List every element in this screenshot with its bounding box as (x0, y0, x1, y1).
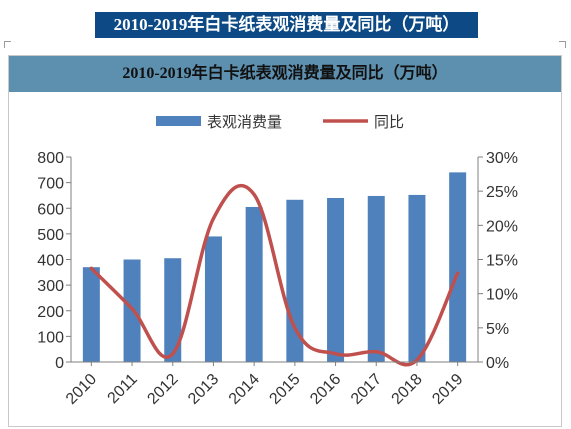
left-tick-label: 800 (37, 150, 64, 167)
x-tick-label: 2018 (389, 371, 426, 408)
left-tick-label: 700 (37, 176, 64, 193)
left-tick-label: 100 (37, 329, 64, 346)
x-tick-label: 2014 (226, 371, 263, 408)
legend: 表观消费量 同比 (156, 113, 404, 131)
x-tick-label: 2011 (105, 371, 141, 407)
yoy-line (89, 183, 460, 367)
right-tick-label: 10% (486, 287, 518, 304)
chart-card: 2010-2019年白卡纸表观消费量及同比（万吨） (8, 55, 562, 427)
yoy-point-2010 (89, 266, 93, 270)
yoy-point-2018 (415, 358, 419, 362)
right-tick-label: 25% (486, 184, 518, 201)
yoy-point-2015 (293, 326, 297, 330)
x-tick-label: 2016 (307, 371, 344, 408)
bar-2013 (204, 236, 222, 362)
left-tick-label: 500 (37, 227, 64, 244)
bar-2016 (327, 198, 345, 362)
left-axis: 0 100 200 300 400 500 600 700 800 (37, 150, 72, 372)
right-tick-label: 5% (486, 321, 509, 338)
bar-2014 (245, 206, 263, 362)
chart-title: 2010-2019年白卡纸表观消费量及同比（万吨） (9, 56, 561, 92)
left-tick-label: 400 (37, 253, 64, 270)
right-axis: 0% 5% 10% 15% 20% 25% 30% (477, 150, 518, 372)
bar-2012 (164, 258, 182, 362)
bar-2010 (82, 267, 100, 362)
legend-bar-swatch (156, 116, 201, 126)
yoy-point-2012 (171, 352, 175, 356)
yoy-point-2013 (211, 216, 216, 221)
frame-corner-left (4, 41, 11, 48)
x-tick-label: 2019 (429, 371, 466, 408)
yoy-point-2011 (130, 307, 134, 311)
bar-series (82, 172, 467, 362)
x-tick-label: 2015 (266, 371, 303, 408)
right-tick-label: 0% (486, 355, 509, 372)
left-tick-label: 600 (37, 201, 64, 218)
x-tick-label: 2017 (348, 371, 385, 408)
bar-2019 (449, 172, 467, 362)
right-tick-label: 20% (486, 218, 518, 235)
bar-2018 (408, 194, 426, 362)
legend-line-label: 同比 (374, 113, 404, 131)
line-series (89, 183, 460, 367)
x-tick-label: 2012 (144, 371, 181, 408)
bar-2017 (367, 195, 385, 362)
yoy-point-2014 (252, 192, 256, 197)
left-tick-label: 200 (37, 304, 64, 321)
x-axis: 2010 2011 2012 2013 2014 2015 2016 2017 2018 2019 (63, 361, 478, 408)
yoy-point-2017 (374, 350, 378, 354)
right-tick-label: 30% (486, 150, 518, 167)
left-tick-label: 0 (55, 355, 64, 372)
x-tick-label: 2013 (185, 371, 222, 408)
frame-corner-right (559, 41, 566, 48)
page-caption: 2010-2019年白卡纸表观消费量及同比（万吨） (95, 12, 478, 38)
yoy-point-2016 (333, 352, 338, 356)
right-tick-label: 15% (486, 253, 518, 270)
x-tick-label: 2010 (63, 371, 100, 408)
yoy-point-2019 (456, 271, 460, 275)
legend-bar-label: 表观消费量 (207, 113, 282, 131)
left-tick-label: 300 (37, 278, 64, 295)
